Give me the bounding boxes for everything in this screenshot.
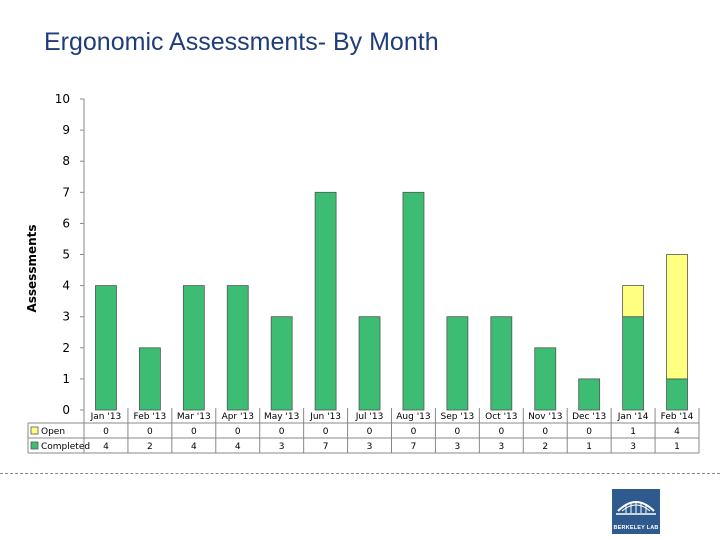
bar-completed	[578, 378, 601, 411]
bar-completed	[446, 316, 469, 411]
table-value: 0	[498, 427, 504, 437]
table-value: 0	[411, 427, 417, 437]
bar-completed	[490, 316, 513, 411]
x-tick-label: Jun '13	[309, 412, 341, 422]
table-value: 2	[542, 442, 548, 452]
y-tick-label: 2	[62, 341, 70, 355]
table-value: 4	[191, 442, 197, 452]
bar-completed	[402, 191, 425, 411]
table-value: 3	[630, 442, 636, 452]
y-tick-label: 9	[62, 123, 70, 137]
y-tick-label: 4	[62, 279, 70, 293]
bar-completed	[182, 285, 205, 411]
bar-completed	[666, 378, 688, 411]
table-value: 4	[235, 442, 241, 452]
table-value: 3	[367, 442, 373, 452]
table-value: 0	[191, 427, 197, 437]
table-value: 3	[498, 442, 504, 452]
table-value: 0	[103, 427, 109, 437]
table-value: 1	[630, 427, 636, 437]
bar-completed	[226, 285, 249, 411]
building-icon	[616, 501, 656, 515]
bar-completed	[534, 347, 557, 411]
bar-open	[666, 254, 688, 380]
berkeley-lab-logo: BERKELEY LAB	[612, 489, 660, 534]
table-value: 3	[455, 442, 461, 452]
y-axis: 0 1 2 3 4 5 6 7 8 9 10	[55, 92, 85, 417]
bar-completed	[138, 347, 161, 411]
x-tick-label: Nov '13	[528, 412, 562, 422]
x-tick-label: Oct '13	[485, 412, 517, 422]
legend-swatch	[30, 441, 39, 450]
x-tick-label: Jan '14	[617, 412, 649, 422]
x-tick-label: Mar '13	[177, 412, 211, 422]
table-value: 4	[103, 442, 109, 452]
y-axis-label: Assessments	[25, 224, 39, 312]
x-tick-label: Dec '13	[572, 412, 606, 422]
table-value: 0	[542, 427, 548, 437]
y-tick-label: 10	[55, 92, 70, 106]
y-tick-label: 6	[62, 216, 70, 230]
bars	[95, 191, 688, 411]
table-value: 1	[674, 442, 680, 452]
x-tick-label: Feb '14	[661, 412, 694, 422]
table-value: 0	[323, 427, 329, 437]
table-value: 0	[279, 427, 285, 437]
x-tick-label: Apr '13	[222, 412, 254, 422]
bar-completed	[270, 316, 293, 411]
bar-completed	[358, 316, 381, 411]
x-tick-label: Sep '13	[441, 412, 475, 422]
legend-label: Completed	[41, 442, 90, 452]
legend-swatch	[30, 426, 39, 435]
chart-title: Ergonomic Assessments- By Month	[44, 28, 439, 56]
table-value: 0	[367, 427, 373, 437]
y-tick-label: 0	[62, 403, 70, 417]
y-tick-label: 8	[62, 154, 70, 168]
x-tick-label: Feb '13	[134, 412, 167, 422]
y-tick-label: 1	[62, 372, 70, 386]
footer-divider	[0, 473, 720, 474]
table-value: 7	[323, 442, 329, 452]
legend-label: Open	[41, 427, 65, 437]
table-value: 2	[147, 442, 153, 452]
table-value: 4	[674, 427, 680, 437]
x-tick-label: May '13	[264, 412, 299, 422]
logo-text: BERKELEY LAB	[613, 525, 659, 531]
y-tick-label: 3	[62, 310, 70, 324]
table-value: 7	[411, 442, 417, 452]
bar-completed	[622, 316, 645, 411]
bar-completed	[95, 285, 117, 411]
x-tick-label: Jul '13	[355, 412, 384, 422]
bar-open	[622, 285, 645, 318]
y-tick-label: 5	[62, 248, 70, 262]
table-value: 0	[235, 427, 241, 437]
table-value: 0	[455, 427, 461, 437]
table-value: 0	[147, 427, 153, 437]
table-value: 1	[586, 442, 592, 452]
x-tick-label: Jan '13	[90, 412, 122, 422]
table-value: 3	[279, 442, 285, 452]
bar-completed	[314, 191, 337, 411]
table-value: 0	[586, 427, 592, 437]
y-tick-label: 7	[62, 185, 70, 199]
x-tick-label: Aug '13	[396, 412, 430, 422]
data-table: Jan '13 Feb '13 Mar '13 Apr '13 May '13 Jun '…	[27, 408, 700, 454]
